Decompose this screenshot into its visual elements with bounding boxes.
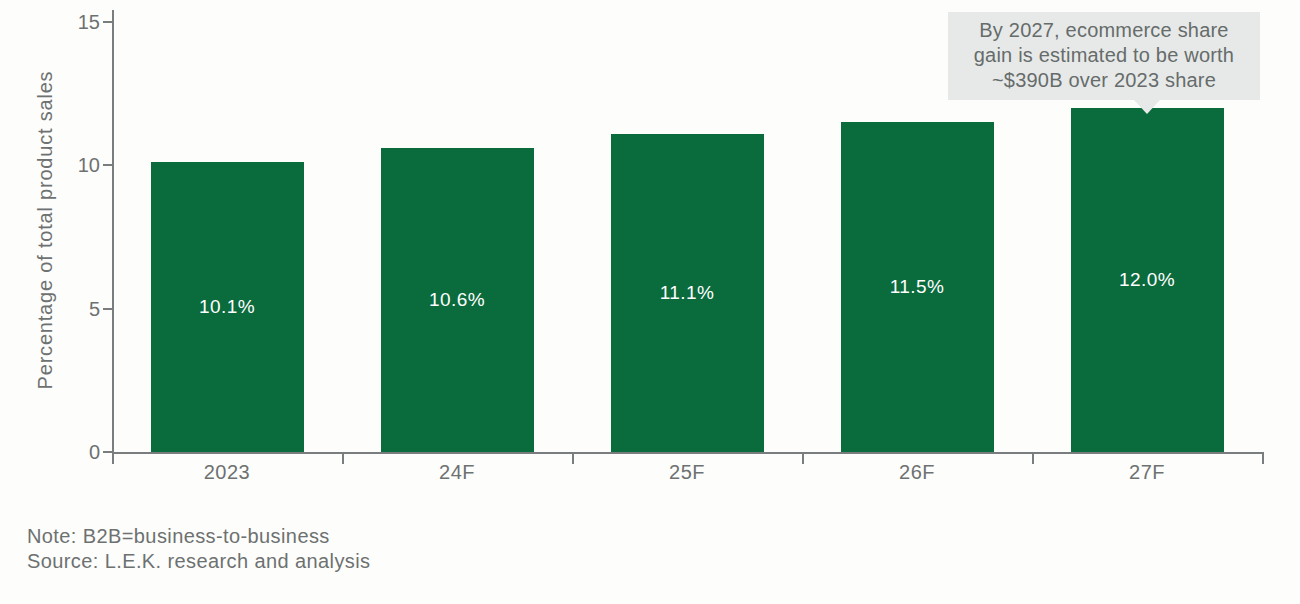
annotation-callout: By 2027, ecommerce share gain is estimat… [948, 12, 1260, 100]
bar-value-label: 11.5% [841, 276, 994, 298]
y-tick-label: 0 [58, 440, 100, 464]
bar-26F: 11.5% [841, 122, 994, 452]
annotation-line-1: By 2027, ecommerce share [956, 18, 1252, 43]
y-tick-label: 15 [58, 10, 100, 34]
x-category-label: 2023 [112, 461, 342, 484]
bar-27F: 12.0% [1071, 108, 1224, 452]
x-category-label: 27F [1032, 461, 1262, 484]
footnotes: Note: B2B=business-to-business Source: L… [27, 524, 370, 574]
y-axis-title: Percentage of total product sales [34, 71, 57, 390]
y-tick-mark [103, 164, 112, 166]
x-category-label: 24F [342, 461, 572, 484]
bar-value-label: 12.0% [1071, 269, 1224, 291]
y-axis-line [112, 10, 114, 454]
bar-chart: Percentage of total product sales 0 5 10 15… [0, 0, 1300, 604]
y-tick-label: 5 [58, 297, 100, 321]
note-line: Note: B2B=business-to-business [27, 524, 370, 549]
y-tick-label: 10 [58, 153, 100, 177]
y-tick-mark [103, 451, 112, 453]
annotation-line-2: gain is estimated to be worth [956, 43, 1252, 68]
bar-24F: 10.6% [381, 148, 534, 452]
annotation-line-3: ~$390B over 2023 share [956, 68, 1252, 93]
x-category-label: 26F [802, 461, 1032, 484]
bar-value-label: 11.1% [611, 282, 764, 304]
bar-value-label: 10.6% [381, 289, 534, 311]
source-line: Source: L.E.K. research and analysis [27, 549, 370, 574]
bar-2023: 10.1% [151, 162, 304, 452]
y-tick-mark [103, 21, 112, 23]
annotation-pointer-icon [1134, 100, 1160, 114]
y-tick-mark [103, 308, 112, 310]
bar-25F: 11.1% [611, 134, 764, 452]
x-category-label: 25F [572, 461, 802, 484]
bar-value-label: 10.1% [151, 296, 304, 318]
x-tick-mark [1262, 454, 1264, 464]
x-axis-line [112, 452, 1264, 454]
